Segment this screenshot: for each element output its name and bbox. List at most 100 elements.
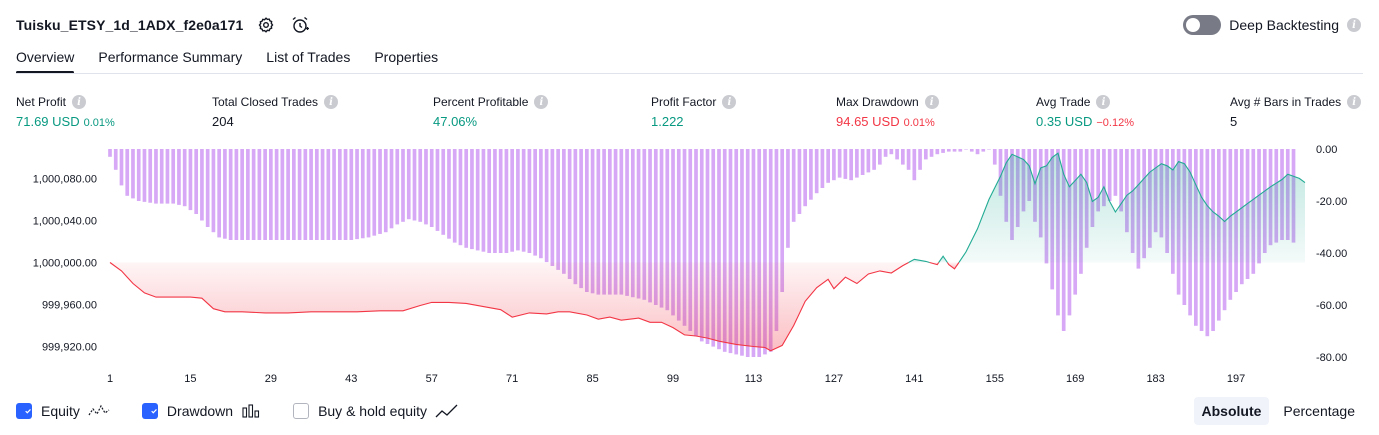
drawdown-bar	[814, 149, 819, 194]
x-tick-label: 15	[184, 373, 196, 385]
drawdown-bar	[659, 149, 664, 308]
drawdown-bar	[1102, 149, 1106, 207]
drawdown-bar	[883, 149, 888, 157]
metric-max-drawdown: Max Drawdown i 94.65 USD 0.01%	[836, 94, 939, 130]
metric-value: 0.35 USD	[1036, 114, 1093, 129]
drawdown-bar	[889, 149, 894, 155]
drawdown-bar	[935, 149, 940, 155]
right-tick-label: -80.00	[1316, 352, 1347, 364]
drawdown-bar	[470, 149, 474, 250]
drawdown-bar	[964, 149, 968, 150]
drawdown-bar	[699, 149, 704, 342]
drawdown-bar	[923, 149, 928, 160]
drawdown-bar	[108, 149, 112, 157]
x-tick-label: 183	[1146, 373, 1164, 385]
drawdown-bar	[797, 149, 802, 214]
drawdown-bar	[832, 149, 836, 181]
drawdown-bar	[481, 149, 486, 252]
drawdown-bar	[843, 149, 848, 179]
drawdown-bar	[872, 149, 876, 170]
drawdown-bar	[165, 149, 170, 204]
info-icon[interactable]: i	[924, 95, 939, 109]
drawdown-bar	[556, 149, 560, 270]
metric-label: Avg # Bars in Trades	[1230, 95, 1342, 109]
legend-buy-hold[interactable]: Buy & hold equity	[293, 403, 459, 419]
drawdown-bar	[234, 149, 239, 240]
drawdown-bar	[929, 149, 934, 157]
equity-checkbox[interactable]	[16, 403, 32, 419]
drawdown-bars	[108, 149, 1296, 357]
drawdown-bar	[958, 149, 963, 152]
x-tick-label: 1	[107, 373, 113, 385]
drawdown-bar	[539, 149, 543, 259]
deep-backtesting: Deep Backtesting i	[1183, 13, 1361, 37]
settings-icon[interactable]	[255, 14, 277, 36]
equity-drawdown-chart[interactable]: 1,000,080.00 1,000,040.00 1,000,000.00 999,…	[0, 140, 1379, 392]
drawdown-bar	[665, 149, 670, 311]
drawdown-bar	[607, 149, 612, 295]
drawdown-bar	[969, 149, 974, 152]
left-tick-label: 1,000,040.00	[33, 215, 97, 227]
drawdown-bar	[682, 149, 687, 326]
drawdown-bar	[447, 149, 451, 239]
alarm-add-icon[interactable]	[289, 14, 311, 36]
drawdown-bar	[240, 149, 244, 240]
info-icon[interactable]: i	[72, 95, 87, 109]
drawdown-bar	[809, 149, 813, 200]
right-tick-label: 0.00	[1316, 144, 1337, 156]
drawdown-bar	[292, 149, 296, 240]
info-icon[interactable]: i	[1096, 95, 1111, 109]
drawdown-bar	[194, 149, 199, 214]
drawdown-bar	[412, 149, 417, 221]
info-icon[interactable]: i	[1347, 95, 1362, 109]
drawdown-bar	[676, 149, 681, 321]
tab-properties[interactable]: Properties	[374, 49, 439, 65]
tab-list-of-trades[interactable]: List of Trades	[266, 49, 351, 65]
deep-backtesting-toggle[interactable]	[1183, 15, 1222, 35]
equity-area-negative	[110, 262, 909, 351]
drawdown-bar	[516, 149, 520, 251]
metric-label: Net Profit	[16, 95, 67, 109]
tab-performance-summary[interactable]: Performance Summary	[98, 49, 243, 65]
drawdown-bar	[452, 149, 457, 243]
drawdown-bar	[280, 149, 285, 240]
drawdown-bar	[567, 149, 572, 279]
drawdown-bar	[429, 149, 434, 227]
drawdown-bar	[177, 149, 181, 205]
info-icon[interactable]: i	[324, 95, 339, 109]
display-mode-toggle: Absolute Percentage	[1188, 397, 1364, 425]
drawdown-bar	[585, 149, 589, 292]
drawdown-bar	[728, 149, 733, 354]
drawdown-bar	[630, 149, 635, 298]
equity-line	[938, 255, 948, 263]
buy-hold-checkbox[interactable]	[293, 403, 310, 419]
drawdown-bar	[751, 149, 756, 357]
drawdown-bar	[297, 149, 302, 240]
absolute-button[interactable]: Absolute	[1193, 397, 1270, 425]
drawdown-bar	[314, 149, 319, 240]
info-icon[interactable]: i	[1347, 18, 1361, 32]
drawdown-bar	[1113, 149, 1118, 196]
drawdown-bar	[855, 149, 859, 178]
drawdown-bar	[418, 149, 423, 222]
tab-bar: Overview Performance Summary List of Tra…	[16, 44, 462, 74]
info-icon[interactable]: i	[722, 95, 737, 109]
drawdown-bar	[424, 149, 428, 225]
equity-line	[958, 152, 1306, 263]
equity-line-icon	[88, 404, 110, 416]
drawdown-bar	[711, 149, 716, 347]
drawdown-bar	[142, 149, 147, 202]
equity-line	[946, 262, 960, 270]
drawdown-bar	[1096, 149, 1101, 212]
drawdown-bar	[648, 149, 652, 303]
drawdown-bar	[579, 149, 583, 289]
info-icon[interactable]: i	[534, 95, 549, 109]
drawdown-checkbox[interactable]	[141, 403, 158, 419]
percentage-button[interactable]: Percentage	[1283, 403, 1355, 419]
tab-overview[interactable]: Overview	[16, 44, 75, 74]
legend-equity[interactable]: Equity	[16, 403, 110, 419]
left-axis: 1,000,080.00 1,000,040.00 1,000,000.00 999,…	[33, 173, 97, 353]
drawdown-bar	[211, 149, 216, 233]
legend-drawdown[interactable]: Drawdown	[141, 403, 261, 419]
metric-value: 47.06%	[433, 114, 478, 129]
